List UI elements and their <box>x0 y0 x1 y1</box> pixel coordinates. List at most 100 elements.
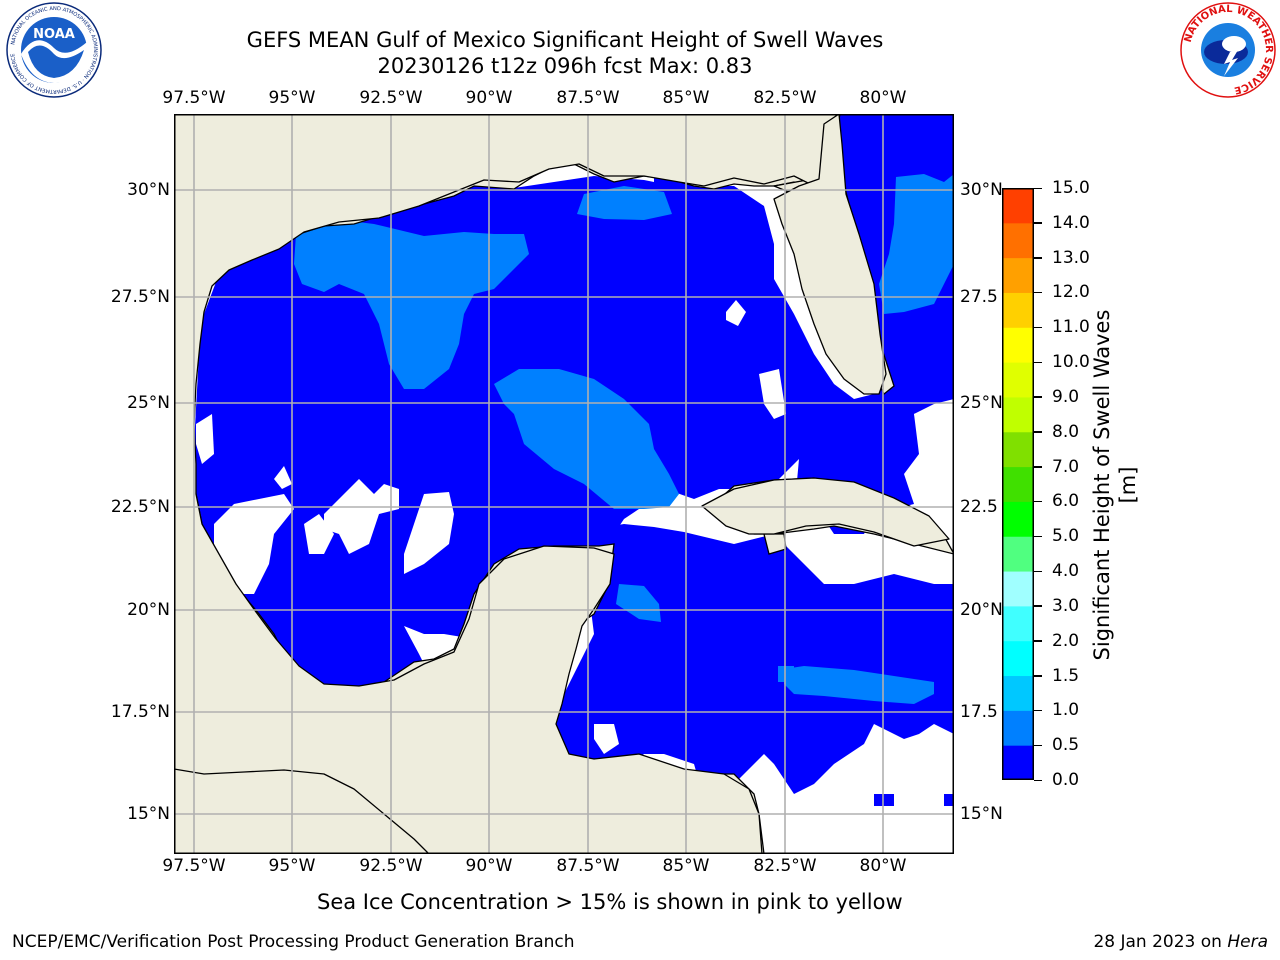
colorbar-segment <box>1002 222 1034 259</box>
lon-label-top: 82.5°W <box>753 88 817 108</box>
colorbar-tick-mark <box>1034 396 1042 398</box>
colorbar-tick-mark <box>1034 675 1042 677</box>
colorbar-segment <box>1002 431 1034 468</box>
colorbar-tick-label: 6.0 <box>1052 491 1080 512</box>
colorbar-tick-mark <box>1034 535 1042 538</box>
lon-label-bottom: 87.5°W <box>556 856 620 876</box>
colorbar-segment <box>1002 396 1034 433</box>
colorbar-tick-label: 7.0 <box>1052 456 1080 477</box>
footer-date: 28 Jan 2023 on Hera <box>1093 932 1268 952</box>
colorbar-tick-label: 5.0 <box>1052 526 1080 547</box>
colorbar-segment <box>1002 536 1034 572</box>
noaa-logo: NATIONAL OCEANIC AND ATMOSPHERIC ADMINIS… <box>6 2 102 98</box>
colorbar-tick-label: 0.5 <box>1052 735 1080 756</box>
footer-credit: NCEP/EMC/Verification Post Processing Pr… <box>12 932 575 952</box>
lat-label-left: 15°N <box>127 804 170 824</box>
lon-label-bottom: 85°W <box>662 856 710 876</box>
chart-subtitle: 20230126 t12z 096h fcst Max: 0.83 <box>377 54 753 78</box>
lon-label-bottom: 92.5°W <box>359 856 423 876</box>
lat-label-right: 27.5 <box>960 287 998 307</box>
colorbar-tick-mark <box>1034 500 1042 503</box>
lat-label-left: 30°N <box>127 180 170 200</box>
footer-machine: Hera <box>1227 932 1268 952</box>
colorbar-tick-mark <box>1034 326 1042 329</box>
no-data-patches <box>196 300 954 754</box>
colorbar-tick-label: 11.0 <box>1052 317 1090 338</box>
colorbar-tick-mark <box>1034 744 1042 747</box>
colorbar <box>1002 188 1034 780</box>
lon-label-bottom: 82.5°W <box>753 856 817 876</box>
colorbar-tick-label: 13.0 <box>1052 247 1090 268</box>
graticule <box>174 114 954 854</box>
lat-label-right: 15°N <box>960 804 1003 824</box>
colorbar-tick-mark <box>1034 187 1042 189</box>
land-clean <box>174 114 950 854</box>
colorbar-tick-mark <box>1034 431 1042 433</box>
colorbar-tick-label: 9.0 <box>1052 386 1080 407</box>
footer-date-text: 28 Jan 2023 on <box>1093 932 1228 952</box>
lat-label-left: 17.5°N <box>110 702 170 722</box>
colorbar-segment <box>1002 745 1034 780</box>
lat-label-left: 20°N <box>127 600 170 620</box>
map-panel <box>174 114 954 854</box>
colorbar-tick-label: 14.0 <box>1052 212 1090 233</box>
colorbar-tick-mark <box>1034 709 1042 712</box>
colorbar-tick-label: 1.5 <box>1052 665 1080 686</box>
lon-label-top: 85°W <box>662 88 710 108</box>
colorbar-segment <box>1002 327 1034 363</box>
colorbar-segment <box>1002 292 1034 328</box>
sea-ice-note: Sea Ice Concentration > 15% is shown in … <box>317 890 903 914</box>
colorbar-segment <box>1002 188 1034 224</box>
colorbar-tick-label: 3.0 <box>1052 595 1080 616</box>
colorbar-tick-label: 10.0 <box>1052 352 1090 373</box>
lon-label-bottom: 80°W <box>859 856 907 876</box>
colorbar-segment <box>1002 605 1034 642</box>
lat-label-right: 30°N <box>960 180 1003 200</box>
lon-label-bottom: 90°W <box>465 856 513 876</box>
colorbar-segment <box>1002 501 1034 537</box>
colorbar-segment <box>1002 675 1034 711</box>
colorbar-tick-mark <box>1034 605 1042 607</box>
lat-label-right: 17.5 <box>960 702 998 722</box>
colorbar-tick-label: 15.0 <box>1052 178 1090 198</box>
colorbar-tick-label: 1.0 <box>1052 700 1080 721</box>
lon-label-top: 90°W <box>465 88 513 108</box>
colorbar-tick-label: 8.0 <box>1052 421 1080 442</box>
lat-label-left: 25°N <box>127 393 170 413</box>
colorbar-tick-mark <box>1034 466 1042 468</box>
nws-logo: NATIONAL WEATHER SERVICE <box>1180 2 1276 98</box>
colorbar-tick-label: 2.0 <box>1052 630 1080 651</box>
noaa-logo-text: NOAA <box>33 27 75 42</box>
lon-label-top: 87.5°W <box>556 88 620 108</box>
lon-label-top: 80°W <box>859 88 907 108</box>
lon-label-top: 92.5°W <box>359 88 423 108</box>
lon-label-top: 97.5°W <box>162 88 226 108</box>
lon-label-bottom: 97.5°W <box>162 856 226 876</box>
lat-label-left: 22.5°N <box>110 497 170 517</box>
colorbar-tick-mark <box>1034 779 1042 781</box>
lon-label-top: 95°W <box>268 88 316 108</box>
colorbar-segment <box>1002 466 1034 502</box>
lat-label-right: 22.5 <box>960 497 998 517</box>
colorbar-tick-mark <box>1034 570 1042 573</box>
lon-label-bottom: 95°W <box>268 856 316 876</box>
chart-title: GEFS MEAN Gulf of Mexico Significant Hei… <box>246 28 884 52</box>
colorbar-segment <box>1002 710 1034 746</box>
colorbar-tick-label: 4.0 <box>1052 561 1080 582</box>
colorbar-tick-mark <box>1034 291 1042 294</box>
colorbar-tick-mark <box>1034 222 1042 224</box>
colorbar-segment <box>1002 640 1034 677</box>
colorbar-tick-mark <box>1034 640 1042 642</box>
colorbar-tick-label: 12.0 <box>1052 282 1090 303</box>
colorbar-tick-label: 0.0 <box>1052 770 1080 790</box>
lat-label-right: 25°N <box>960 393 1003 413</box>
colorbar-segment <box>1002 257 1034 293</box>
lat-label-right: 20°N <box>960 600 1003 620</box>
colorbar-segment <box>1002 571 1034 607</box>
colorbar-frame <box>1002 188 1034 780</box>
colorbar-label: Significant Height of Swell Waves [m] <box>1090 309 1140 661</box>
colorbar-segment <box>1002 362 1034 398</box>
colorbar-tick-mark <box>1034 361 1042 364</box>
map-frame <box>174 114 954 854</box>
